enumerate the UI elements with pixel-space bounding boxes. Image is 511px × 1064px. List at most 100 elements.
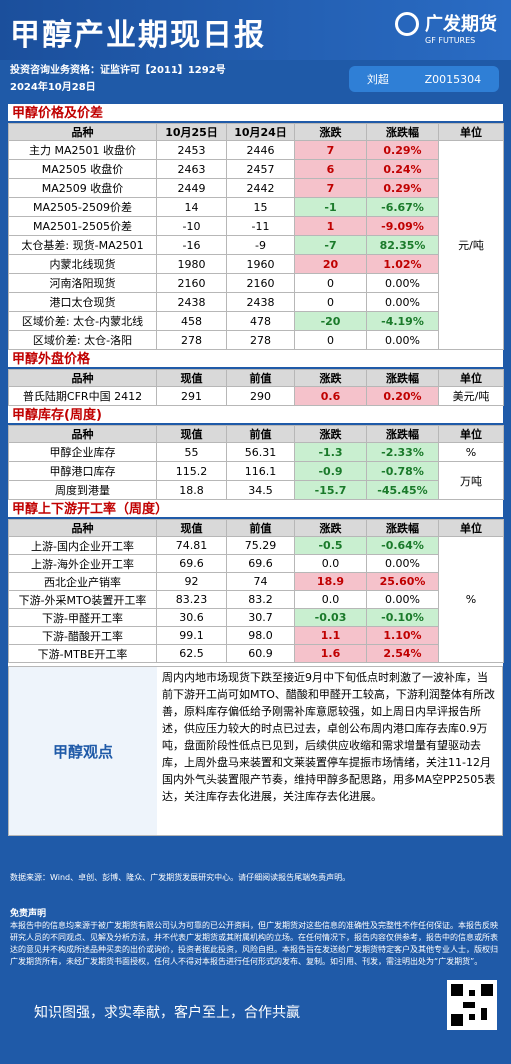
unit-cell: 万吨	[438, 461, 504, 500]
table-cell: 92	[156, 572, 227, 591]
table-cell: -20	[294, 311, 367, 331]
table-cell: 69.6	[156, 554, 227, 573]
table-cell: 69.6	[226, 554, 295, 573]
table-cell: 18.8	[156, 480, 227, 500]
table-row: 下游-MTBE开工率 62.5 60.9 1.6 2.54%	[8, 644, 504, 663]
unit-cell: %	[438, 536, 504, 663]
section-title: 甲醇价格及价差	[8, 104, 503, 123]
table-cell: 2457	[226, 159, 295, 179]
table-cell: 278	[156, 330, 227, 350]
table-cell: 6	[294, 159, 367, 179]
table-cell: -0.9	[294, 461, 367, 481]
unit-cell: %	[438, 442, 504, 462]
table-cell: -0.5	[294, 536, 367, 555]
table-cell: 74.81	[156, 536, 227, 555]
column-header: 10月24日	[226, 123, 295, 141]
table-row: MA2505-2509价差 14 15 -1 -6.67%	[8, 197, 504, 217]
table-cell: 56.31	[226, 442, 295, 462]
table-cell: 478	[226, 311, 295, 331]
table-row: 西北企业产销率 92 74 18.9 25.60%	[8, 572, 504, 591]
table-cell: 1.02%	[366, 254, 439, 274]
table-cell: MA2505-2509价差	[8, 197, 157, 217]
table-cell: 0.0	[294, 554, 367, 573]
table-cell: -16	[156, 235, 227, 255]
data-table: 品种 现值 前值 涨跌 涨跌幅 单位 甲醇企业库存 55 56.31 -1.3 -2.33%% 甲醇港…	[8, 425, 504, 500]
table-cell: 0	[294, 292, 367, 312]
table-cell: 下游-外采MTO装置开工率	[8, 590, 157, 609]
opinion-text: 周内内地市场现货下跌至接近9月中下旬低点时刺激了一波补库，当前下游开工尚可如MT…	[162, 671, 496, 803]
table-cell: 0.00%	[366, 330, 439, 350]
table-cell: 太仓基差: 现货-MA2501	[8, 235, 157, 255]
table-cell: -7	[294, 235, 367, 255]
qr-code	[447, 980, 497, 1030]
table-cell: 河南洛阳现货	[8, 273, 157, 293]
table-cell: -0.10%	[366, 608, 439, 627]
table-cell: 上游-国内企业开工率	[8, 536, 157, 555]
table-cell: 30.7	[226, 608, 295, 627]
column-header: 涨跌幅	[366, 425, 439, 443]
table-cell: 458	[156, 311, 227, 331]
table-cell: 83.2	[226, 590, 295, 609]
table-cell: 55	[156, 442, 227, 462]
table-cell: 15	[226, 197, 295, 217]
table-cell: 下游-醋酸开工率	[8, 626, 157, 645]
table-cell: 278	[226, 330, 295, 350]
header-row: 品种 现值 前值 涨跌 涨跌幅 单位	[8, 425, 504, 443]
table-cell: 下游-甲醛开工率	[8, 608, 157, 627]
table-cell: 115.2	[156, 461, 227, 481]
table-cell: -6.67%	[366, 197, 439, 217]
column-header: 单位	[438, 369, 504, 387]
column-header: 前值	[226, 369, 295, 387]
table-cell: 75.29	[226, 536, 295, 555]
header-band: 甲醇产业期现日报 广发期货 GF FUTURES	[0, 0, 511, 60]
table-row: 下游-醋酸开工率 99.1 98.0 1.1 1.10%	[8, 626, 504, 645]
table-cell: -0.03	[294, 608, 367, 627]
column-header: 涨跌	[294, 369, 367, 387]
table-row: 主力 MA2501 收盘价 2453 2446 7 0.29% 元/吨	[8, 140, 504, 350]
table-cell: 甲醇港口库存	[8, 461, 157, 481]
info: 投资咨询业务资格：证监许可【2011】1292号 2024年10月28日	[10, 62, 226, 96]
table-cell: -0.64%	[366, 536, 439, 555]
table-cell: 99.1	[156, 626, 227, 645]
table-cell: -10	[156, 216, 227, 236]
table-row: 下游-外采MTO装置开工率 83.23 83.2 0.0 0.00%	[8, 590, 504, 609]
table-cell: 25.60%	[366, 572, 439, 591]
header-row: 品种 10月25日 10月24日 涨跌 涨跌幅 单位	[8, 123, 504, 141]
table-cell: 116.1	[226, 461, 295, 481]
column-header: 前值	[226, 425, 295, 443]
column-header: 涨跌	[294, 519, 367, 537]
table-cell: 20	[294, 254, 367, 274]
table-cell: 1	[294, 216, 367, 236]
table-cell: 1980	[156, 254, 227, 274]
table-cell: 0.24%	[366, 159, 439, 179]
table-cell: 0.00%	[366, 590, 439, 609]
table-cell: 周度到港量	[8, 480, 157, 500]
data-table: 品种 10月25日 10月24日 涨跌 涨跌幅 单位 主力 MA2501 收盘价 2453 24…	[8, 123, 504, 350]
table-cell: 290	[226, 386, 295, 406]
table-cell: MA2509 收盘价	[8, 178, 157, 198]
table-cell: 0.00%	[366, 292, 439, 312]
table-cell: MA2501-2505价差	[8, 216, 157, 236]
table-cell: 7	[294, 140, 367, 160]
column-header: 现值	[156, 425, 227, 443]
column-header: 现值	[156, 519, 227, 537]
column-header: 涨跌幅	[366, 123, 439, 141]
table-row: MA2509 收盘价 2449 2442 7 0.29%	[8, 178, 504, 198]
table-row: 区域价差: 太仓-洛阳 278 278 0 0.00%	[8, 330, 504, 350]
brand-cn: 广发期货	[425, 14, 497, 35]
table-row: 上游-海外企业开工率 69.6 69.6 0.0 0.00%	[8, 554, 504, 573]
header-row: 品种 现值 前值 涨跌 涨跌幅 单位	[8, 369, 504, 387]
table-cell: -9.09%	[366, 216, 439, 236]
table-cell: 2449	[156, 178, 227, 198]
table-cell: -45.45%	[366, 480, 439, 500]
table-row: 上游-国内企业开工率 74.81 75.29 -0.5 -0.64%%	[8, 536, 504, 663]
table-cell: MA2505 收盘价	[8, 159, 157, 179]
table-cell: 291	[156, 386, 227, 406]
table-cell: 83.23	[156, 590, 227, 609]
table-cell: -4.19%	[366, 311, 439, 331]
analyst-id: Z0015304	[424, 72, 482, 86]
data-table: 品种 现值 前值 涨跌 涨跌幅 单位 普氏陆期CFR中国 2412 291 290 0.6 0.20…	[8, 369, 504, 406]
table-cell: 港口太仓现货	[8, 292, 157, 312]
column-header: 前值	[226, 519, 295, 537]
analyst-box: 刘超 Z0015304	[349, 66, 499, 92]
